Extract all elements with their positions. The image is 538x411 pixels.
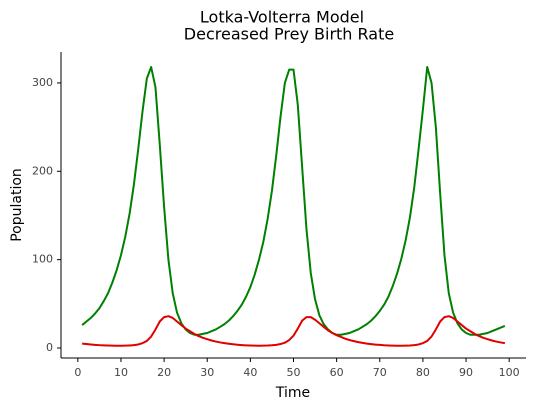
series-line (81, 66, 506, 336)
x-tick-label: 10 (114, 366, 128, 379)
chart-subtitle: Decreased Prey Birth Rate (184, 25, 394, 44)
x-tick-label: 20 (157, 366, 171, 379)
x-tick-label: 70 (373, 366, 387, 379)
x-tick-label: 30 (200, 366, 214, 379)
x-tick-label: 40 (243, 366, 257, 379)
x-tick-label: 80 (416, 366, 430, 379)
x-tick-label: 0 (74, 366, 81, 379)
chart-title: Lotka-Volterra Model (200, 8, 364, 27)
y-axis-label: Population (9, 168, 25, 242)
y-tick-label: 0 (46, 341, 53, 354)
x-axis-label: Time (275, 385, 310, 401)
y-tick-label: 100 (32, 253, 53, 266)
x-tick-label: 50 (287, 366, 301, 379)
y-tick-label: 300 (32, 76, 53, 89)
x-tick-label: 90 (459, 366, 473, 379)
y-tick-label: 200 (32, 164, 53, 177)
x-tick-label: 60 (330, 366, 344, 379)
x-tick-label: 100 (499, 366, 520, 379)
series-line (82, 315, 506, 347)
